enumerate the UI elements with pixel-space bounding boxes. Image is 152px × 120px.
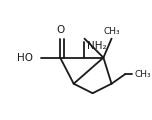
Text: CH₃: CH₃ [135,70,151,79]
Text: NH₂: NH₂ [86,41,106,51]
Text: HO: HO [17,53,33,63]
Text: O: O [56,25,64,35]
Text: CH₃: CH₃ [103,27,120,36]
